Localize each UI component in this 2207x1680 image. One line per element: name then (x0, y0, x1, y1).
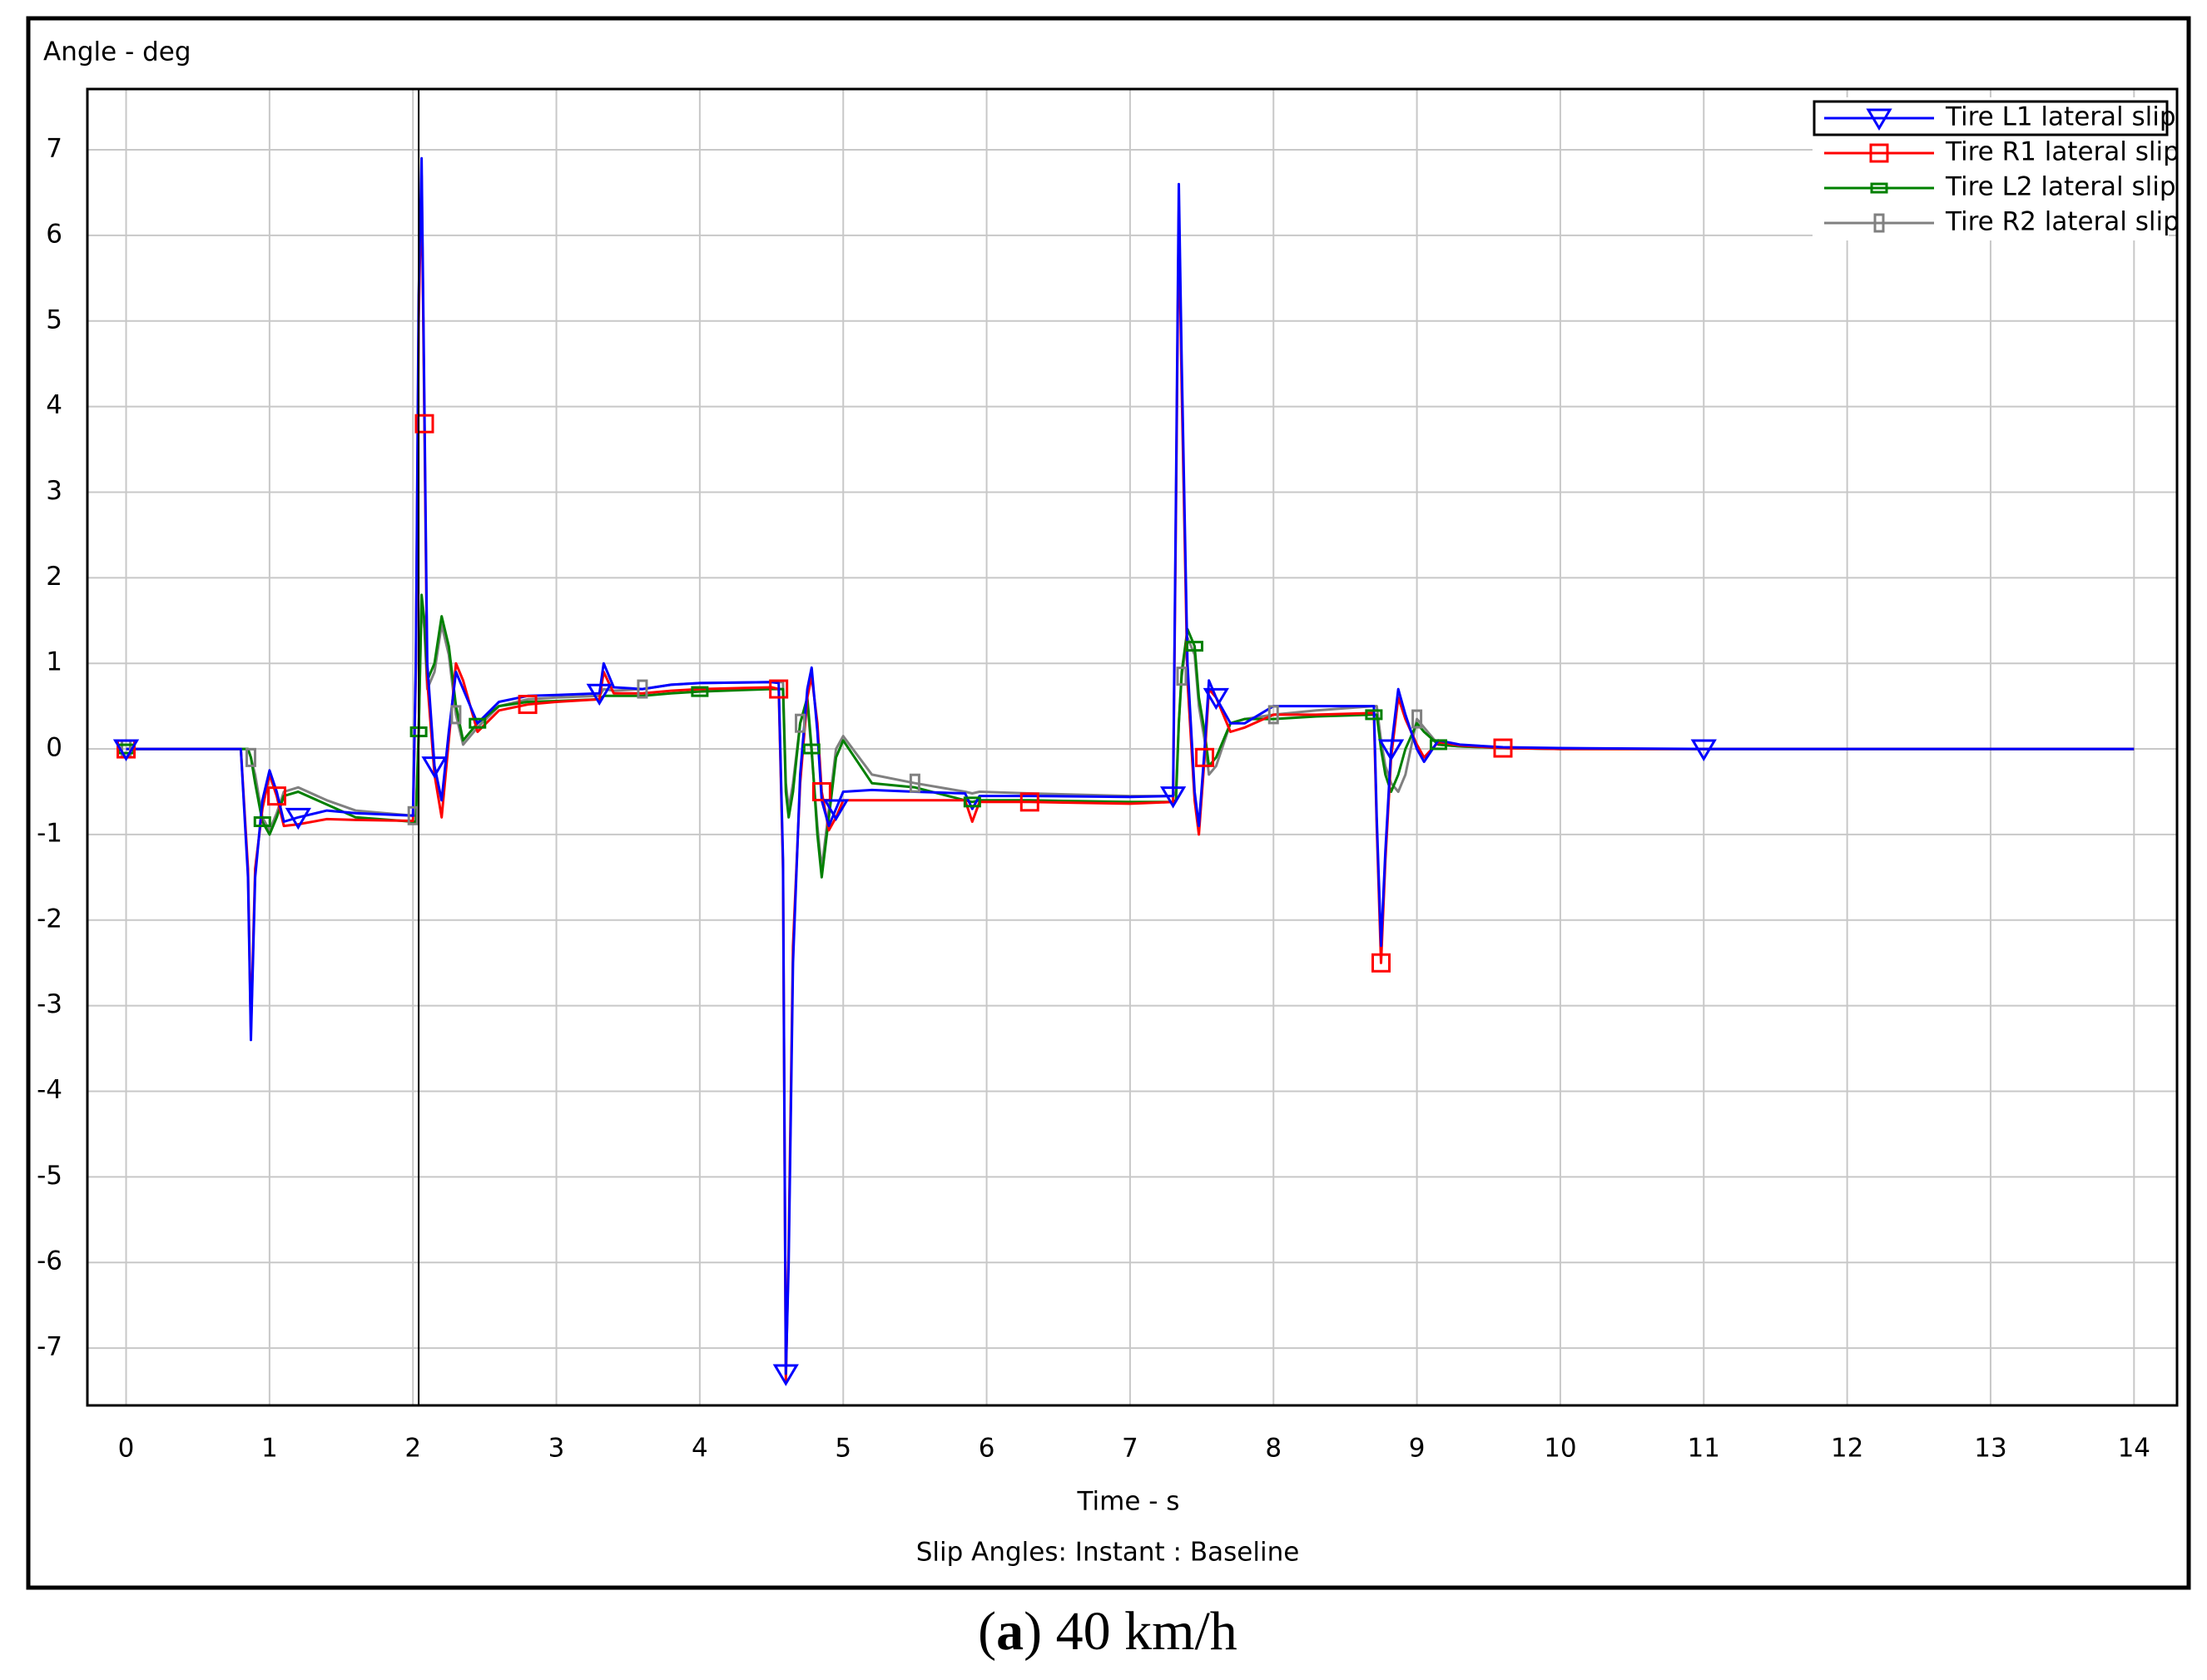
y-tick-label: -4 (37, 1075, 62, 1105)
marker (909, 773, 920, 793)
marker (1203, 687, 1229, 711)
y-tick-label: 5 (46, 305, 62, 335)
marker (1429, 739, 1447, 751)
marker (421, 756, 448, 779)
legend-label: Tire R1 lateral slip (1945, 137, 2180, 167)
marker (469, 717, 487, 729)
marker (1870, 182, 1888, 194)
y-tick-label: -1 (37, 818, 62, 848)
marker (1493, 738, 1513, 758)
x-tick-label: 12 (1831, 1434, 1863, 1464)
marker (245, 747, 256, 767)
marker (112, 739, 140, 762)
marker (586, 683, 613, 706)
marker (802, 743, 821, 755)
marker (1866, 108, 1892, 131)
marker (822, 799, 850, 822)
y-tick-label: 7 (46, 134, 62, 164)
legend: Tire L1 lateral slip Tire R1 lateral slip… (1813, 97, 2180, 240)
marker (1195, 747, 1215, 767)
marker (285, 807, 311, 830)
x-tick-label: 0 (118, 1434, 135, 1464)
plot-area (87, 89, 2177, 1405)
subtitle: Slip Angles: Instant : Baseline (916, 1538, 1300, 1568)
marker (795, 713, 806, 733)
marker (1365, 709, 1383, 721)
marker (1690, 739, 1717, 762)
marker (1019, 792, 1039, 812)
y-tick-label: -3 (37, 989, 62, 1019)
lines (112, 89, 2135, 1405)
marker (1873, 213, 1885, 233)
y-tick-label: 0 (46, 733, 62, 763)
marker (1159, 786, 1187, 809)
marker (1267, 705, 1279, 725)
y-tick-label: -6 (37, 1246, 62, 1276)
y-tick-label: -7 (37, 1332, 62, 1362)
y-tick-label: 1 (46, 647, 62, 677)
x-tick-label: 8 (1265, 1434, 1282, 1464)
marker (414, 414, 434, 434)
caption-part: a (996, 1601, 1024, 1662)
marker (1371, 953, 1391, 973)
caption-part: ) 40 km/h (1024, 1601, 1237, 1662)
caption: (a) 40 km/h (978, 1601, 1237, 1662)
y-axis-label: Angle - deg (43, 37, 191, 67)
marker (1869, 143, 1889, 163)
x-tick-label: 7 (1122, 1434, 1138, 1464)
marker (266, 786, 286, 806)
legend-label: Tire L1 lateral slip (1945, 102, 2176, 132)
marker (963, 796, 981, 808)
y-tick-label: 6 (46, 219, 62, 249)
caption-part: ( (978, 1601, 996, 1662)
y-tick-label: 2 (46, 562, 62, 592)
x-tick-label: 4 (692, 1434, 708, 1464)
marker (637, 679, 648, 699)
x-tick-label: 10 (1544, 1434, 1576, 1464)
marker (1185, 641, 1203, 652)
y-tick-label: -2 (37, 904, 62, 934)
legend-label: Tire R2 lateral slip (1945, 207, 2180, 237)
x-tick-label: 13 (1974, 1434, 2006, 1464)
y-tick-label: 4 (46, 390, 62, 420)
series-line (126, 156, 2135, 1375)
x-tick-label: 5 (835, 1434, 851, 1464)
marker (1411, 709, 1423, 729)
x-tick-label: 2 (404, 1434, 421, 1464)
marker (1176, 667, 1188, 686)
y-tick-label: -5 (37, 1161, 62, 1191)
x-tick-label: 3 (548, 1434, 565, 1464)
marker (811, 781, 831, 801)
x-axis-label: Time - s (1077, 1487, 1180, 1517)
legend-label: Tire L2 lateral slip (1945, 172, 2176, 202)
legend-selection (1813, 100, 2169, 136)
x-tick-label: 9 (1409, 1434, 1426, 1464)
marker (407, 805, 419, 825)
marker (691, 686, 709, 697)
y-tick-label: 3 (46, 476, 62, 506)
x-tick-label: 1 (261, 1434, 278, 1464)
marker (1377, 739, 1405, 762)
legend-box (1813, 97, 2169, 240)
x-tick-label: 11 (1688, 1434, 1720, 1464)
marker (450, 705, 462, 725)
marker (769, 679, 789, 699)
marker (518, 695, 538, 715)
marker (253, 815, 271, 827)
marker (772, 1364, 799, 1386)
x-tick-label: 14 (2118, 1434, 2150, 1464)
x-tick-label: 6 (979, 1434, 995, 1464)
plot-border (86, 87, 2179, 1407)
